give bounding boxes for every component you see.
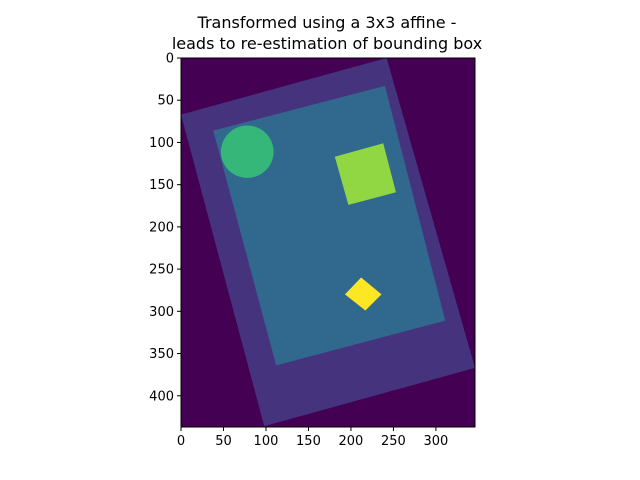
x-tick-label: 50: [215, 434, 232, 449]
region-circle: [220, 125, 274, 178]
y-tick-label: 200: [149, 220, 174, 235]
image-regions: [181, 58, 475, 427]
x-tick-label: 150: [296, 434, 321, 449]
x-tick-label: 300: [423, 434, 448, 449]
y-tick-label: 250: [149, 263, 174, 278]
chart-title-line-1: Transformed using a 3x3 affine -: [197, 13, 457, 32]
axes-frame: [180, 57, 476, 428]
region-green-square: [334, 143, 396, 205]
y-tick-label: 50: [157, 94, 174, 109]
x-tick-label: 0: [177, 434, 185, 449]
plot-area: [180, 57, 476, 428]
y-tick-label: 350: [149, 347, 174, 362]
x-tick-label: 100: [254, 434, 279, 449]
y-tick-label: 300: [149, 305, 174, 320]
region-yellow-diamond: [344, 277, 382, 311]
y-tick-label: 400: [149, 389, 174, 404]
y-axis: 0 50 100 150 200 250 300 350 400: [149, 52, 181, 404]
x-tick-label: 250: [381, 434, 406, 449]
x-axis: 0 50 100 150 200 250 300: [177, 427, 448, 449]
y-tick-label: 0: [166, 52, 174, 67]
y-tick-label: 100: [149, 136, 174, 151]
y-tick-label: 150: [149, 178, 174, 193]
x-tick-label: 200: [339, 434, 364, 449]
chart-title-line-2: leads to re-estimation of bounding box: [172, 34, 482, 53]
